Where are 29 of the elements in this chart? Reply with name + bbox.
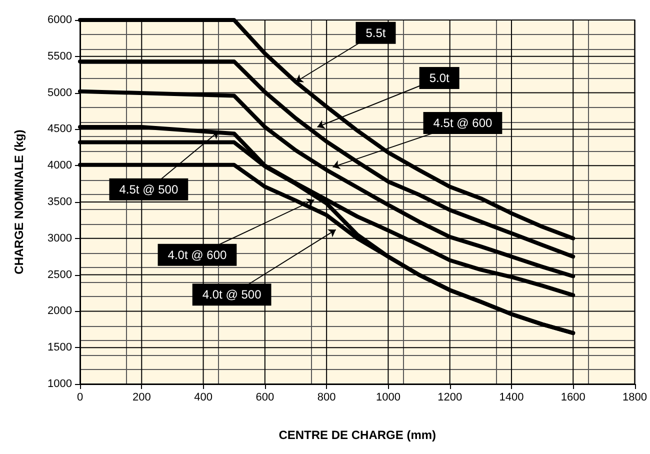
y-tick-label: 5000 [48,86,72,99]
x-tick-label: 800 [317,392,336,404]
annotation: 4.0t @ 600 [168,248,227,262]
annotation: 5.0t [429,71,450,86]
x-tick-label: 600 [256,392,274,404]
y-tick-label: 1000 [48,378,72,390]
x-tick-label: 400 [194,392,212,404]
y-tick-label: 1500 [48,342,72,354]
y-tick-label: 5500 [48,50,72,62]
annotation: 4.5t @ 500 [119,182,178,196]
x-tick-label: 1000 [376,392,400,404]
x-tick-label: 1800 [622,392,648,404]
annotation: 4.5t @ 600 [433,116,492,130]
x-tick-label: 1400 [499,392,524,404]
y-tick-label: 2500 [48,268,72,281]
y-tick-label: 3000 [48,232,72,244]
y-tick-label: 2000 [48,305,72,318]
y-tick-label: 6000 [48,14,72,26]
y-tick-label: 4500 [48,123,72,136]
annotation: 4.0t @ 500 [202,288,262,302]
x-axis-title: CENTRE DE CHARGE (mm) [278,428,436,442]
y-axis-title: CHARGE NOMINALE (kg) [12,130,26,274]
x-tick-label: 0 [76,392,84,404]
x-tick-label: 1600 [560,392,586,404]
x-tick-label: 1200 [438,392,462,404]
y-tick-label: 4000 [48,160,72,172]
annotation: 5.5t [366,26,386,40]
x-tick-label: 200 [132,392,151,404]
y-tick-label: 3500 [48,196,72,208]
